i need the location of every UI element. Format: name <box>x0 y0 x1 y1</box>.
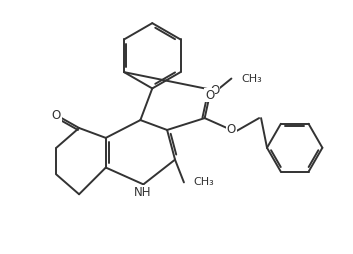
Text: NH: NH <box>134 186 151 199</box>
Text: O: O <box>210 84 219 97</box>
Text: O: O <box>227 123 236 136</box>
Text: O: O <box>52 109 61 122</box>
Text: CH₃: CH₃ <box>194 177 215 187</box>
Text: O: O <box>205 89 214 102</box>
Text: CH₃: CH₃ <box>241 74 262 84</box>
